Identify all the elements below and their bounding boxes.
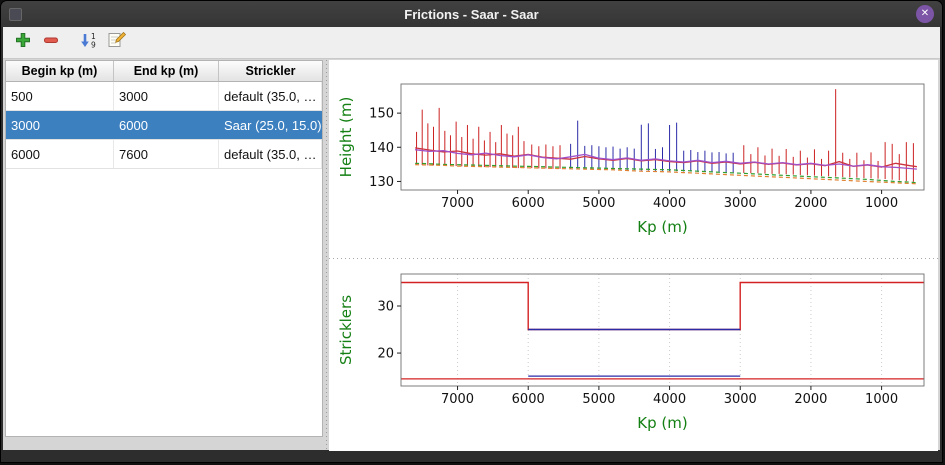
remove-friction-button[interactable] bbox=[37, 30, 65, 56]
main-content: Begin kp (m) End kp (m) Strickler 500 300… bbox=[3, 59, 940, 451]
table-row[interactable]: 500 3000 default (35.0, … bbox=[6, 82, 322, 111]
table-cell-begin[interactable]: 6000 bbox=[6, 140, 114, 168]
y-tick-label: 130 bbox=[369, 175, 394, 190]
y-tick-label: 140 bbox=[369, 141, 394, 156]
window-title: Frictions - Saar - Saar bbox=[404, 6, 539, 22]
column-header-end-kp[interactable]: End kp (m) bbox=[114, 61, 219, 81]
vertical-splitter[interactable] bbox=[323, 60, 329, 450]
table-cell-strickler[interactable]: Saar (25.0, 15.0) bbox=[224, 117, 322, 133]
app-icon bbox=[9, 7, 22, 21]
x-tick-label: 7000 bbox=[441, 392, 474, 407]
y-tick-label: 20 bbox=[377, 347, 394, 362]
sort-button[interactable]: 1 9 bbox=[75, 30, 103, 56]
x-axis-label: Kp (m) bbox=[637, 218, 687, 236]
table-cell-begin[interactable]: 3000 bbox=[11, 117, 40, 133]
edit-pencil-icon bbox=[107, 31, 127, 54]
frictions-table: Begin kp (m) End kp (m) Strickler 500 300… bbox=[5, 60, 323, 437]
close-button[interactable]: ✕ bbox=[916, 5, 934, 23]
add-friction-button[interactable] bbox=[9, 30, 37, 56]
x-tick-label: 1000 bbox=[865, 392, 898, 407]
plots-panel: 7000 6000 5000 4000 3000 2000 1000 130 140 150 Kp … bbox=[329, 60, 938, 451]
plus-icon bbox=[14, 31, 32, 54]
x-tick-label: 4000 bbox=[653, 392, 686, 407]
y-tick-label: 150 bbox=[369, 107, 394, 122]
table-cell-end[interactable]: 3000 bbox=[114, 82, 219, 110]
table-cell-end[interactable]: 7600 bbox=[114, 140, 219, 168]
height-chart[interactable]: 7000 6000 5000 4000 3000 2000 1000 130 140 150 Kp … bbox=[329, 60, 938, 255]
x-axis-label: Kp (m) bbox=[637, 414, 687, 432]
table-cell-strickler[interactable]: default (35.0, … bbox=[219, 82, 322, 110]
column-header-strickler[interactable]: Strickler bbox=[245, 64, 296, 78]
table-row[interactable]: 6000 7600 default (35.0, … bbox=[6, 140, 322, 169]
x-tick-label: 3000 bbox=[724, 392, 757, 407]
x-tick-label: 6000 bbox=[512, 196, 545, 211]
sort-numeric-icon: 1 9 bbox=[79, 31, 99, 54]
svg-text:1: 1 bbox=[91, 32, 96, 41]
y-axis-label: Stricklers bbox=[337, 295, 355, 365]
stricklers-chart[interactable]: 7000 6000 5000 4000 3000 2000 1000 20 30 Kp (m) St… bbox=[329, 262, 938, 450]
x-tick-label: 1000 bbox=[865, 196, 898, 211]
x-tick-label: 5000 bbox=[582, 392, 615, 407]
y-axis-label: Height (m) bbox=[337, 97, 355, 178]
table-cell-begin[interactable]: 500 bbox=[6, 82, 114, 110]
horizontal-splitter[interactable] bbox=[329, 255, 938, 262]
table-cell-strickler[interactable]: default (35.0, … bbox=[219, 140, 322, 168]
x-tick-label: 4000 bbox=[653, 196, 686, 211]
window-bottom-frame bbox=[1, 450, 942, 462]
x-tick-label: 6000 bbox=[512, 392, 545, 407]
close-icon: ✕ bbox=[920, 8, 930, 19]
y-tick-label: 30 bbox=[377, 300, 394, 315]
edit-button[interactable] bbox=[103, 30, 131, 56]
x-tick-label: 5000 bbox=[582, 196, 615, 211]
table-body: 500 3000 default (35.0, … 3000 6000 Saar (25.… bbox=[6, 82, 322, 169]
table-cell-end[interactable]: 6000 bbox=[119, 117, 148, 133]
x-tick-label: 3000 bbox=[724, 196, 757, 211]
x-tick-label: 2000 bbox=[794, 196, 827, 211]
toolbar: 1 9 bbox=[3, 27, 940, 59]
x-tick-label: 2000 bbox=[794, 392, 827, 407]
svg-text:9: 9 bbox=[91, 41, 96, 50]
x-tick-label: 7000 bbox=[441, 196, 474, 211]
column-header-begin-kp[interactable]: Begin kp (m) bbox=[6, 61, 114, 81]
minus-icon bbox=[42, 31, 60, 54]
table-header-row: Begin kp (m) End kp (m) Strickler bbox=[6, 61, 322, 82]
titlebar[interactable]: Frictions - Saar - Saar ✕ bbox=[1, 1, 942, 27]
table-row[interactable]: 3000 6000 Saar (25.0, 15.0) bbox=[6, 111, 322, 140]
